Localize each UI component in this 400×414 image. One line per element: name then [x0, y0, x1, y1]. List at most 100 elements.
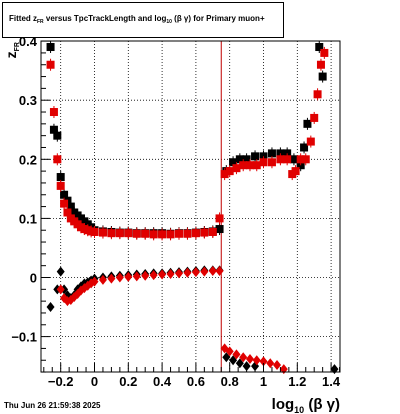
data-point-square: [49, 108, 58, 117]
data-point-square: [124, 229, 133, 238]
data-point-square: [283, 155, 292, 164]
data-point-diamond: [232, 349, 241, 360]
x-tick-label: 1.2: [288, 374, 306, 389]
data-point-diamond: [115, 272, 124, 283]
data-point-square: [60, 199, 69, 208]
data-point-diamond: [242, 361, 251, 372]
data-point-diamond: [90, 276, 99, 287]
data-point-square: [149, 230, 158, 239]
data-point-diamond: [158, 269, 167, 280]
data-point-square: [296, 155, 305, 164]
data-point-diamond: [56, 284, 65, 295]
plot-frame: [40, 40, 341, 373]
title-part2: versus TpcTrackLength and log: [43, 14, 167, 23]
data-point-square: [132, 229, 141, 238]
y-tick-label: 0.2: [19, 152, 37, 167]
data-point-diamond: [175, 268, 183, 279]
data-point-square: [90, 227, 99, 236]
data-point-square: [276, 155, 285, 164]
data-point-square: [259, 158, 268, 167]
data-point-diamond: [107, 273, 116, 284]
data-point-square: [56, 181, 65, 190]
data-point-diamond: [56, 266, 65, 277]
data-point-square: [252, 161, 261, 170]
data-point-diamond: [235, 358, 244, 369]
data-point-diamond: [330, 364, 339, 375]
data-point-square: [242, 155, 251, 164]
data-point-square: [158, 230, 167, 239]
data-point-square: [200, 228, 209, 237]
data-point-diamond: [229, 355, 238, 366]
data-point-diamond: [208, 265, 217, 276]
data-point-square: [232, 164, 241, 173]
y-tick-label: 0: [30, 271, 37, 286]
title-part1: Fitted z: [9, 14, 37, 23]
data-point-square: [291, 167, 300, 176]
data-point-diamond: [132, 271, 141, 282]
data-point-square: [245, 161, 254, 170]
data-point-square: [289, 155, 298, 164]
data-point-diamond: [266, 358, 275, 369]
data-point-diamond: [124, 271, 133, 282]
data-point-square: [313, 90, 322, 99]
data-point-square: [220, 170, 229, 179]
x-tick-label: 0.8: [221, 374, 239, 389]
data-point-square: [300, 143, 309, 152]
x-tick-label: 0.2: [119, 374, 137, 389]
data-point-square: [306, 137, 315, 146]
data-point-square: [46, 60, 55, 69]
data-point-square: [56, 173, 65, 182]
x-tick-label: −0.2: [48, 374, 74, 389]
data-point-square: [208, 227, 217, 236]
data-point-square: [107, 229, 116, 238]
y-tick-label: −0.1: [11, 330, 37, 345]
data-point-square: [251, 152, 260, 161]
data-point-diamond: [191, 267, 200, 278]
title-sub1: FR: [37, 19, 44, 25]
title-box: Fitted zFR versus TpcTrackLength and log…: [2, 2, 284, 38]
data-point-square: [235, 155, 244, 164]
data-point-square: [267, 149, 276, 158]
x-tick-label: 1.4: [322, 374, 341, 389]
data-point-diamond: [46, 302, 55, 313]
data-point-square: [53, 131, 62, 140]
data-point-diamond: [225, 346, 234, 357]
data-point-square: [60, 190, 69, 199]
data-point-square: [303, 119, 312, 128]
title-sub2: 10: [166, 19, 172, 25]
data-point-diamond: [273, 359, 282, 370]
data-point-square: [183, 229, 192, 238]
data-point-square: [66, 202, 75, 211]
x-tick-label: 0.6: [187, 374, 205, 389]
data-point-square: [301, 155, 310, 164]
data-point-diamond: [98, 274, 107, 285]
grid-lines: [41, 41, 340, 372]
chart-title: Fitted zFR versus TpcTrackLength and log…: [9, 14, 265, 25]
data-point-square: [166, 230, 175, 239]
x-tick-label: 0: [91, 374, 98, 389]
data-point-diamond: [215, 265, 224, 276]
data-markers: [46, 41, 339, 375]
y-tick-label: 0.1: [19, 211, 37, 226]
data-point-square: [225, 167, 234, 176]
data-point-diamond: [259, 356, 268, 367]
y-tick-label: 0.3: [19, 93, 37, 108]
data-point-square: [49, 125, 58, 134]
data-point-diamond: [183, 267, 192, 278]
data-point-diamond: [200, 266, 209, 277]
date-stamp: Thu Jun 26 21:59:38 2025: [4, 401, 101, 410]
data-point-diamond: [149, 270, 158, 281]
data-point-square: [310, 113, 319, 122]
data-point-square: [320, 48, 329, 57]
data-point-diamond: [141, 270, 150, 281]
data-point-square: [46, 43, 55, 52]
data-point-square: [316, 60, 325, 69]
data-point-square: [229, 158, 238, 167]
data-point-square: [191, 229, 200, 238]
data-point-square: [267, 158, 276, 167]
axes: −0.2 0 0.2 0.4 0.6 0.8 1 1.2 1.4−0.100.10.20.30.…: [3, 34, 341, 414]
data-point-square: [115, 229, 124, 238]
data-point-diamond: [239, 352, 248, 363]
data-point-square: [318, 72, 327, 81]
